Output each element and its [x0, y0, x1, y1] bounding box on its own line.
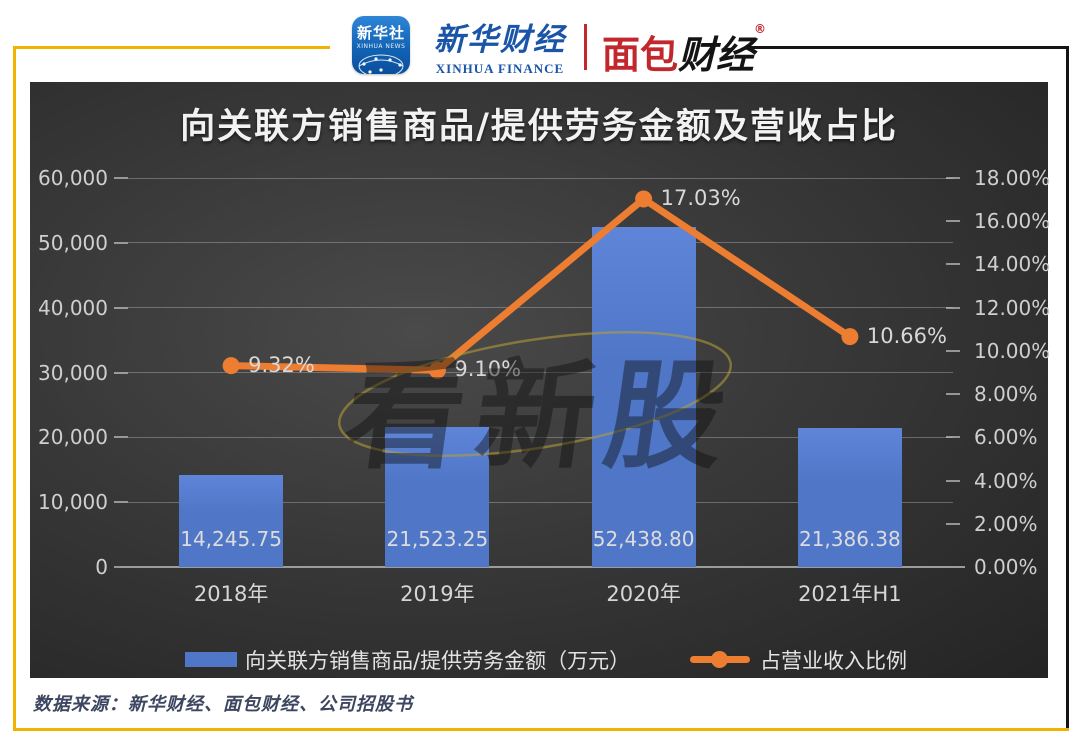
right-axis-tick: [946, 349, 960, 352]
chart-legend: 向关联方销售商品/提供劳务金额（万元） 占营业收入比例: [30, 642, 1048, 678]
legend-bar-label: 向关联方销售商品/提供劳务金额（万元）: [245, 649, 631, 673]
frame-left-line: [13, 46, 16, 731]
chart-panel: 向关联方销售商品/提供劳务金额及营收占比 60,000 50,000 40,000 3…: [30, 82, 1051, 678]
gridline: [128, 307, 953, 309]
right-axis-tick: [946, 393, 960, 396]
x-axis-label: 2018年: [193, 582, 269, 606]
logo-divider: [584, 24, 587, 70]
bread-finance-red-text: 面包: [602, 33, 679, 77]
right-axis-tick: [946, 436, 960, 439]
right-axis-label: 0.00%: [974, 555, 1038, 579]
legend-bar-swatch-icon: [185, 652, 237, 667]
left-axis-label: 0: [95, 555, 108, 579]
xinhua-finance-logo: 新华财经 XINHUA FINANCE: [420, 14, 580, 77]
line-point-label: 9.32%: [248, 352, 315, 377]
data-source-note: 数据来源：新华财经、面包财经、公司招股书: [33, 694, 413, 715]
xinhua-finance-subtitle: XINHUA FINANCE: [435, 61, 565, 76]
left-axis-tick: [114, 436, 128, 439]
left-axis-tick: [114, 371, 128, 374]
frame-top-left-line: [13, 46, 330, 49]
bar-value-label: 52,438.80: [592, 527, 695, 551]
right-axis-label: 18.00%: [974, 166, 1051, 190]
left-axis-tick: [114, 306, 128, 309]
frame-right-line: [1066, 46, 1069, 731]
right-axis-label: 12.00%: [974, 295, 1051, 320]
gridline: [128, 177, 953, 179]
right-axis-tick: [946, 306, 960, 309]
left-axis-label: 50,000: [38, 230, 108, 255]
line-point-label: 9.10%: [454, 357, 522, 382]
xinhua-finance-title: 新华财经: [434, 22, 566, 58]
bar-value-label: 21,523.25: [386, 527, 489, 551]
gridline: [128, 501, 953, 503]
right-axis-label: 16.00%: [974, 209, 1051, 234]
x-axis-line: [120, 566, 965, 568]
right-axis-tick: [946, 479, 960, 482]
left-axis-label: 20,000: [38, 425, 108, 450]
right-axis-label: 2.00%: [974, 511, 1038, 536]
chart-title: 向关联方销售商品/提供劳务金额及营收占比: [180, 107, 898, 147]
legend-line-dot-icon: [711, 651, 728, 668]
left-axis-tick: [114, 501, 128, 504]
right-axis-label: 10.00%: [974, 338, 1051, 363]
right-axis-tick: [946, 263, 960, 266]
bread-finance-black-text: 财经: [678, 33, 755, 77]
right-axis-label: 8.00%: [974, 382, 1038, 407]
right-axis-tick: [946, 220, 960, 223]
registered-mark: ®: [754, 22, 767, 36]
line-point-label: 10.66%: [866, 323, 947, 348]
x-axis-label: 2019年: [400, 582, 475, 606]
left-axis-label: 60,000: [38, 166, 108, 190]
bar-value-label: 21,386.38: [798, 527, 901, 551]
line-point-label: 17.03%: [660, 185, 741, 210]
bar: [797, 428, 902, 567]
xinhua-app-subtitle: XINHUA NEWS: [356, 43, 406, 50]
left-axis-label: 30,000: [38, 360, 108, 385]
right-axis-tick: [946, 522, 960, 525]
frame-bottom-line: [13, 728, 1069, 731]
left-axis-label: 10,000: [38, 490, 108, 515]
right-axis-tick: [946, 177, 960, 179]
x-axis-label: 2021年H1: [798, 582, 902, 606]
right-axis-label: 14.00%: [974, 252, 1051, 277]
right-axis-label: 4.00%: [974, 468, 1038, 493]
left-axis-tick: [114, 177, 128, 179]
xinhua-news-app-icon: 新华社 XINHUA NEWS: [352, 16, 410, 74]
legend-line-label: 占营业收入比例: [760, 649, 907, 673]
left-axis-label: 40,000: [38, 295, 108, 320]
bar-value-label: 14,245.75: [180, 527, 283, 551]
gridline: [128, 242, 953, 244]
xinhua-app-title: 新华社: [356, 24, 405, 42]
plot-area: 60,000 50,000 40,000 30,000 20,000 10,000 0 18.…: [30, 82, 1051, 678]
network-globe-icon: [358, 54, 404, 74]
frame-top-right-line: [745, 46, 1069, 49]
bar: [179, 474, 284, 567]
bread-finance-logo: 面包财经®: [602, 22, 767, 79]
x-axis-label: 2020年: [606, 582, 681, 606]
right-axis-label: 6.00%: [974, 425, 1038, 450]
left-axis-tick: [114, 241, 128, 244]
